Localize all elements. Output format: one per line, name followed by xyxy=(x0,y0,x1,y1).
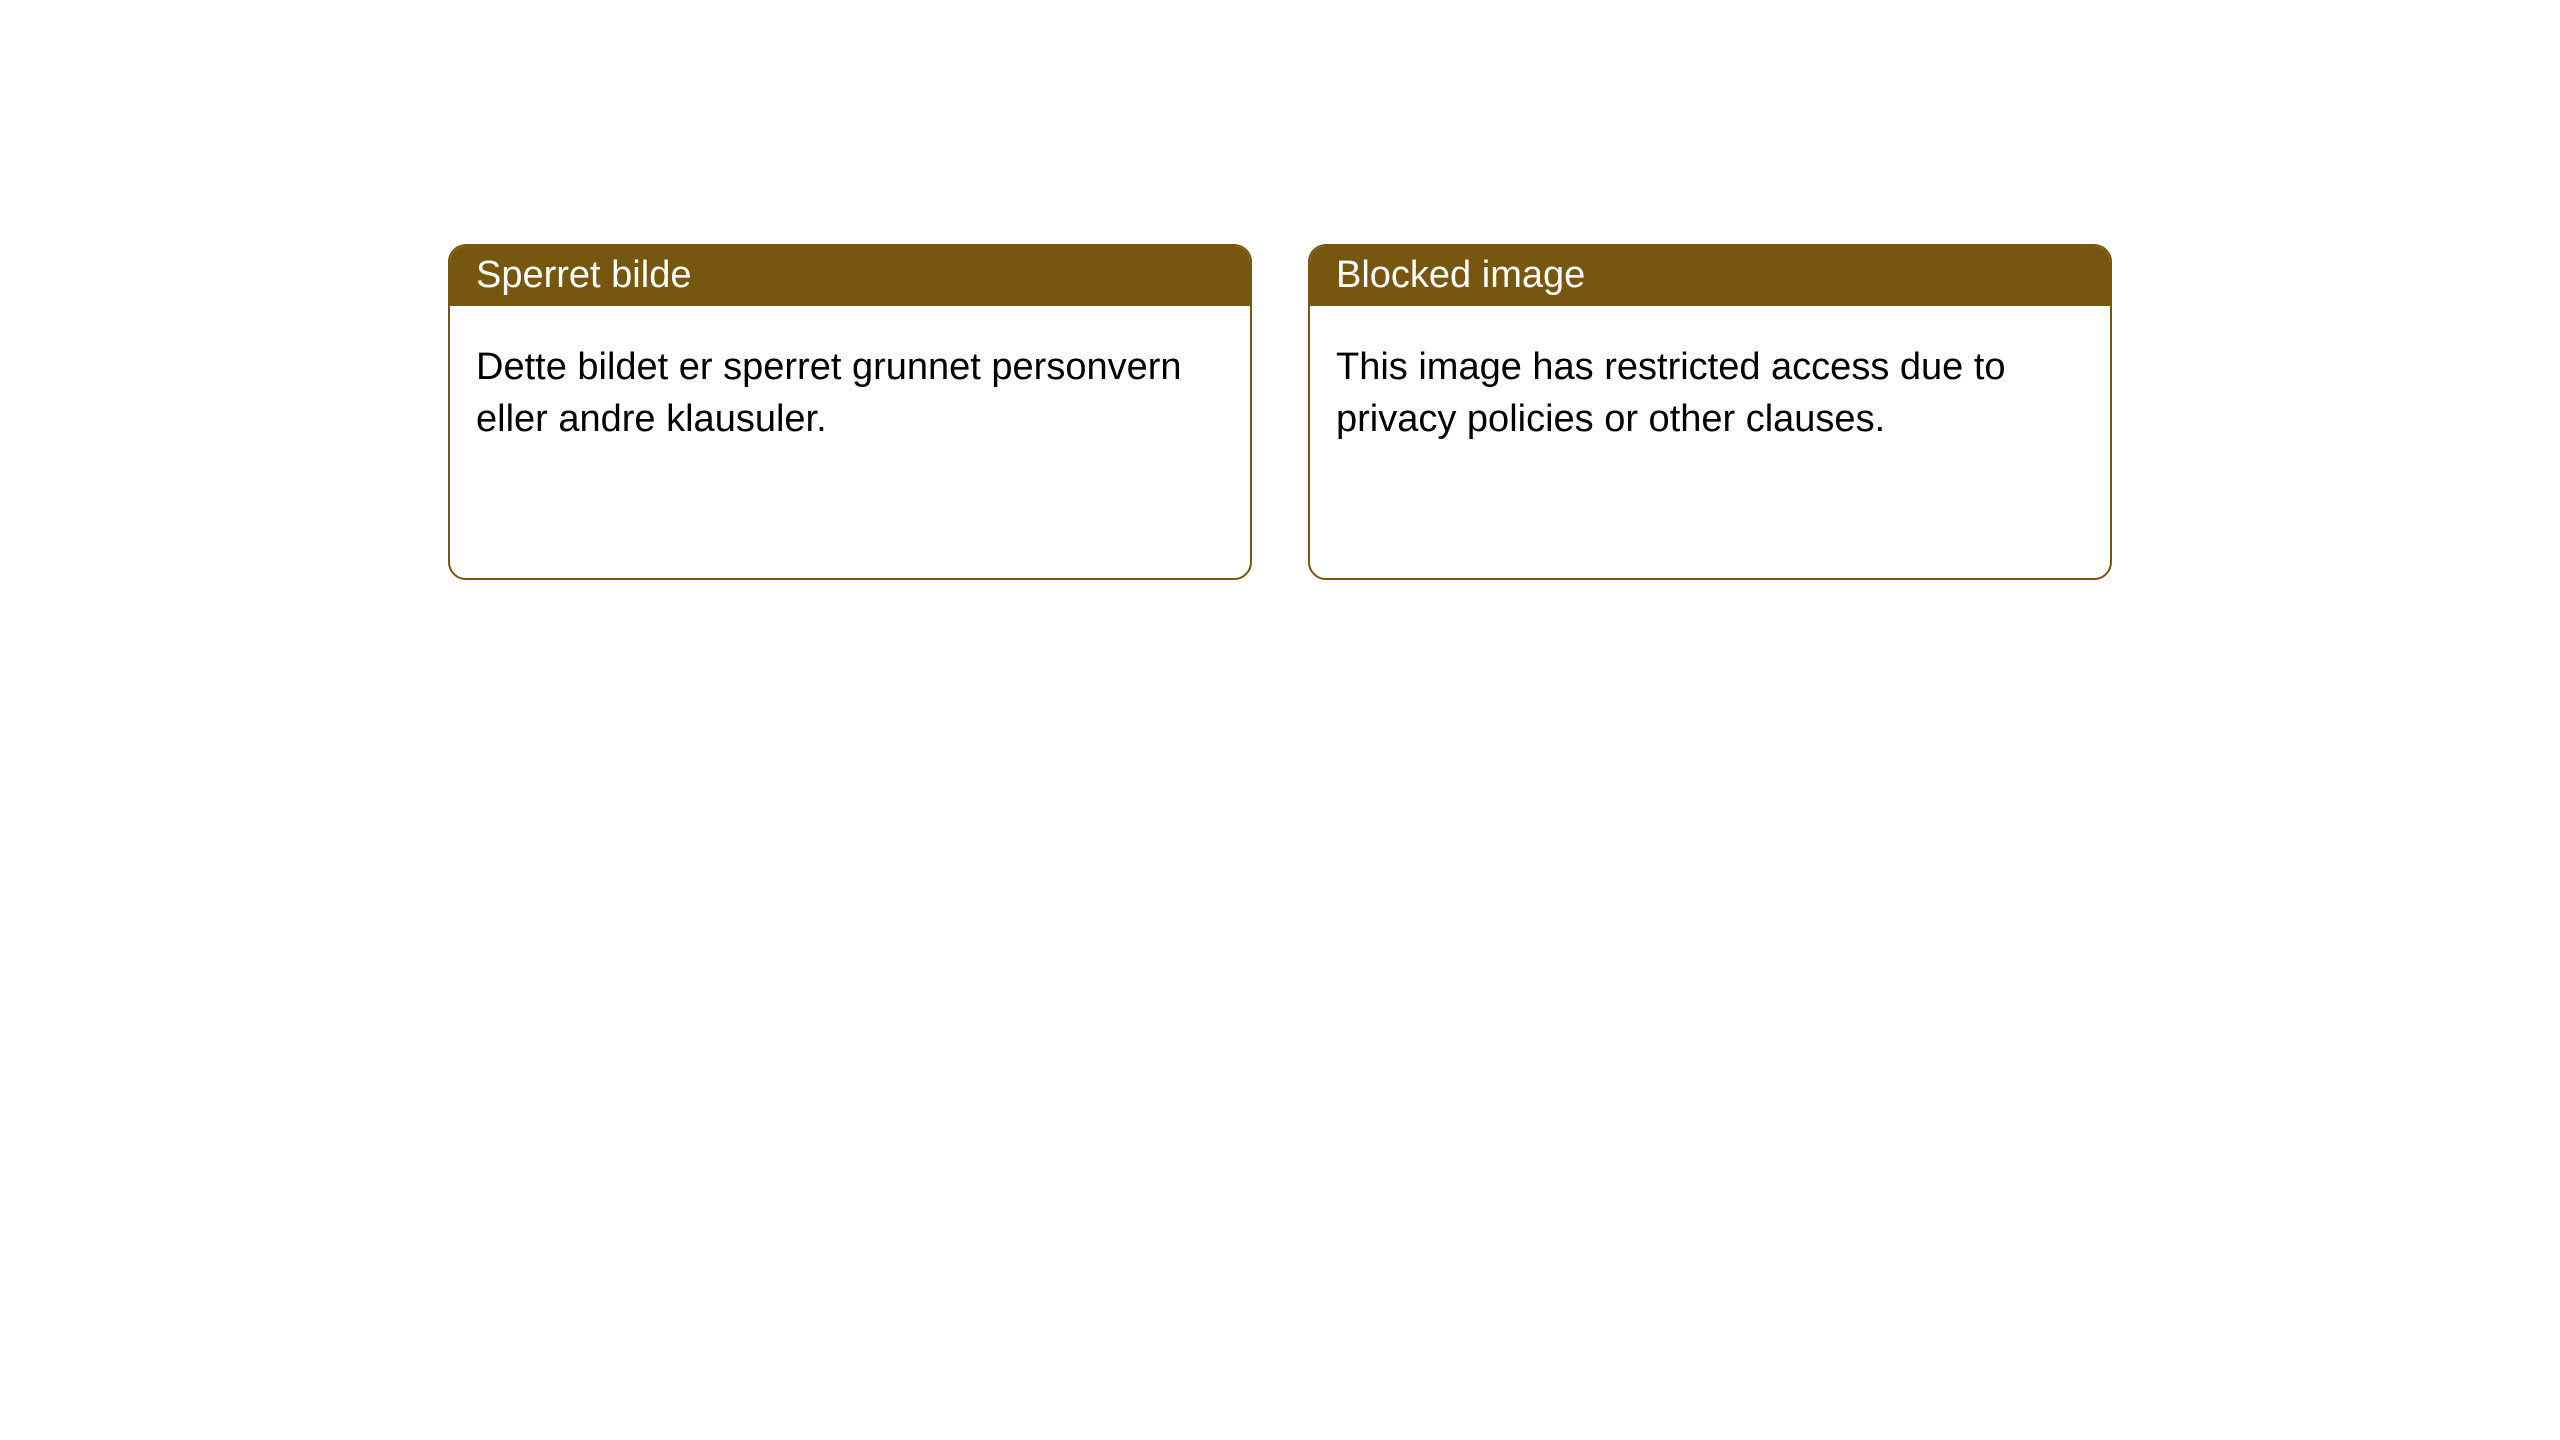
card-text-no: Dette bildet er sperret grunnet personve… xyxy=(476,346,1182,440)
card-container: Sperret bilde Dette bildet er sperret gr… xyxy=(0,0,2560,580)
card-text-en: This image has restricted access due to … xyxy=(1336,346,2006,440)
card-title-en: Blocked image xyxy=(1336,254,1585,297)
card-body-en: This image has restricted access due to … xyxy=(1310,306,2110,471)
card-body-no: Dette bildet er sperret grunnet personve… xyxy=(450,306,1250,471)
card-header-en: Blocked image xyxy=(1310,246,2110,306)
card-header-no: Sperret bilde xyxy=(450,246,1250,306)
card-title-no: Sperret bilde xyxy=(476,254,691,297)
blocked-image-card-en: Blocked image This image has restricted … xyxy=(1308,244,2112,580)
blocked-image-card-no: Sperret bilde Dette bildet er sperret gr… xyxy=(448,244,1252,580)
